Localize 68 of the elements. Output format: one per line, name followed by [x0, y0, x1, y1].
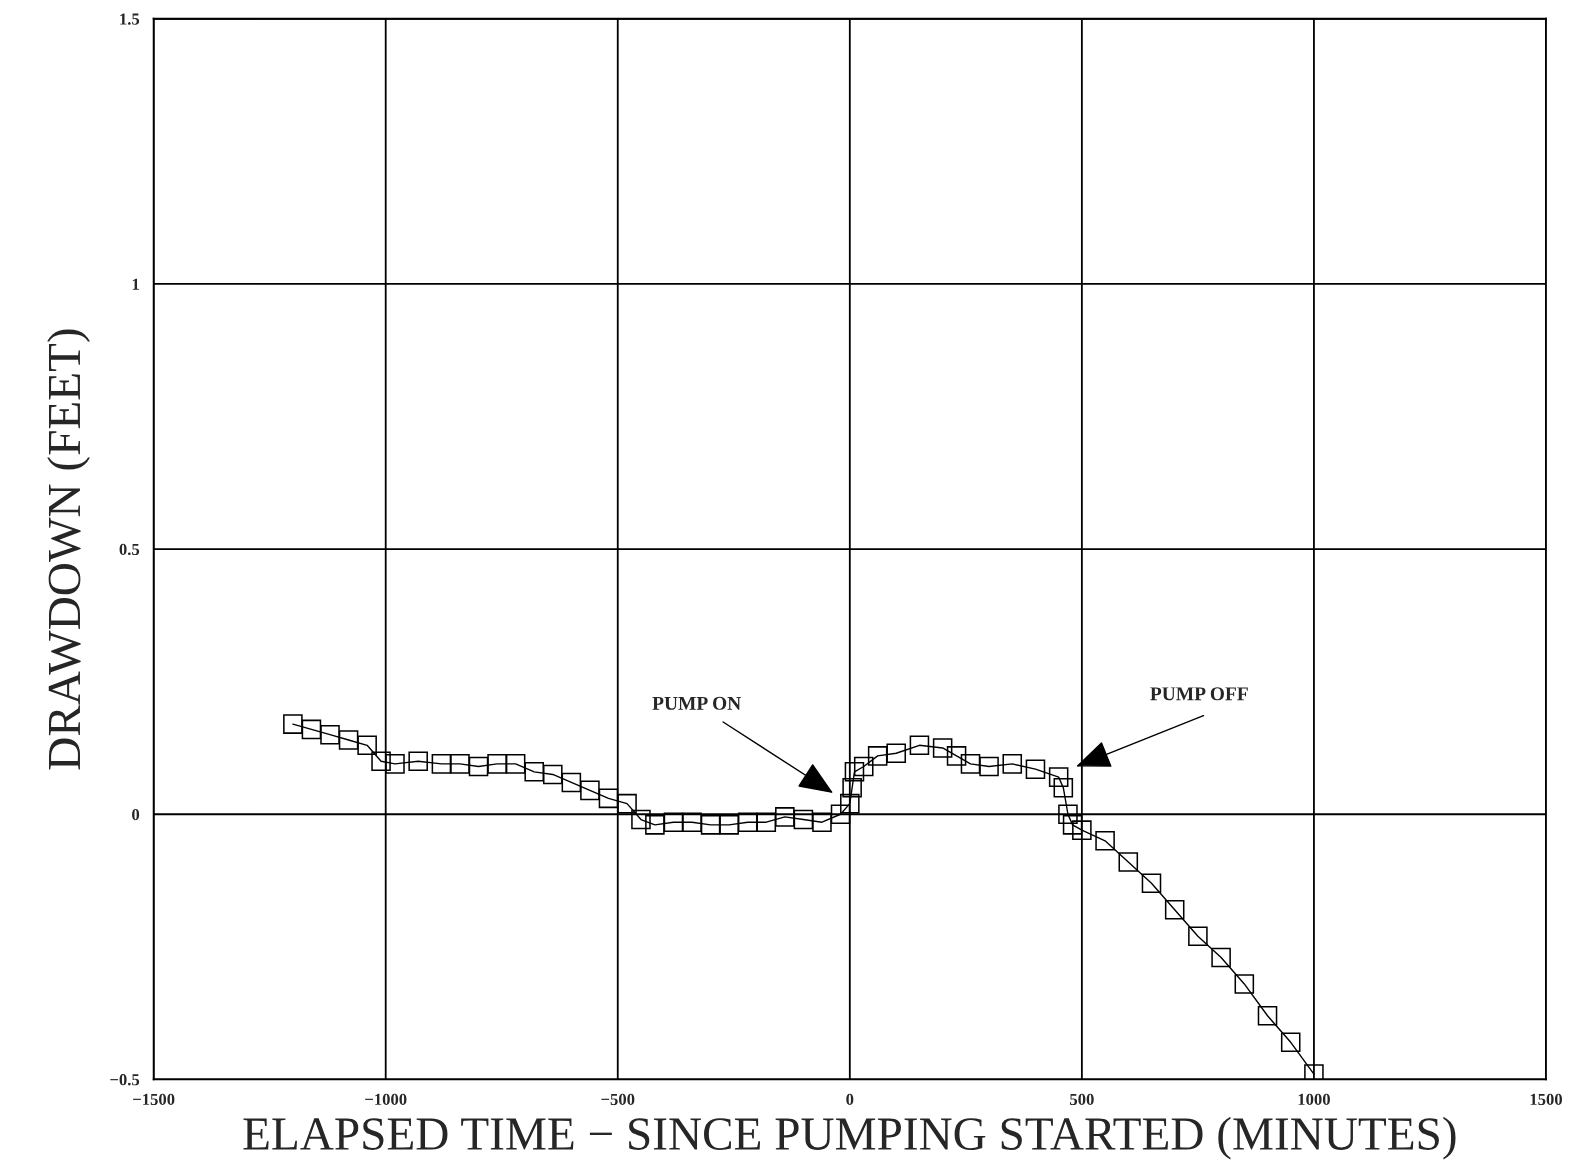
point — [561, 772, 582, 793]
point — [338, 730, 359, 750]
point — [886, 743, 907, 764]
point — [617, 793, 637, 814]
point — [830, 804, 851, 825]
point — [1211, 947, 1231, 968]
point — [853, 756, 874, 777]
point — [371, 751, 391, 772]
x-tick-label: −500 — [601, 1093, 635, 1106]
y-tick-label: 0 — [132, 808, 140, 821]
y-tick-label: 0.5 — [119, 543, 140, 556]
point — [645, 815, 665, 835]
point — [1118, 852, 1139, 872]
point — [505, 754, 526, 774]
point — [663, 812, 684, 832]
point — [1058, 804, 1078, 825]
point — [1002, 754, 1023, 774]
point — [932, 738, 953, 758]
y-tick-label: 1 — [132, 278, 139, 290]
point — [1072, 820, 1092, 840]
point — [283, 714, 303, 734]
y-axis-title: DRAWDOWN (FEET) — [47, 329, 90, 770]
point — [909, 735, 930, 756]
point — [979, 756, 999, 777]
x-tick-label: 0 — [846, 1093, 854, 1106]
point — [431, 754, 452, 774]
x-axis-title: ELAPSED TIME − SINCE PUMPING STARTED (MINUTES) — [243, 1116, 1456, 1160]
x-tick-label: 500 — [1070, 1093, 1094, 1106]
point — [793, 809, 814, 830]
point — [844, 762, 865, 782]
point — [524, 762, 545, 782]
annotation: PUMP OFF — [1150, 687, 1248, 701]
point — [385, 754, 405, 774]
point — [408, 751, 428, 772]
point — [1048, 767, 1069, 787]
point — [357, 735, 377, 756]
point — [700, 815, 721, 835]
point — [1062, 815, 1083, 835]
point — [1234, 974, 1255, 994]
x-tick-label: 1500 — [1530, 1093, 1563, 1106]
point — [468, 756, 489, 777]
point — [1188, 926, 1208, 947]
point — [867, 746, 888, 766]
annotation: PUMP ON — [652, 696, 741, 710]
point — [1025, 759, 1046, 779]
point — [842, 777, 862, 798]
point — [840, 793, 860, 814]
point — [1280, 1032, 1301, 1053]
point — [756, 812, 777, 832]
point — [301, 719, 322, 740]
point — [598, 788, 619, 809]
point — [320, 724, 340, 745]
point — [1095, 830, 1115, 851]
point — [1164, 899, 1185, 920]
point — [737, 812, 758, 832]
point — [960, 754, 981, 774]
y-tick-label: −0.5 — [110, 1074, 140, 1086]
point — [1141, 873, 1162, 893]
x-tick-label: −1000 — [365, 1093, 407, 1106]
point — [1053, 777, 1074, 798]
point — [631, 809, 651, 830]
point — [542, 764, 563, 785]
x-tick-label: −1500 — [133, 1093, 175, 1106]
y-tick-label: 1.5 — [120, 13, 140, 25]
x-tick-label: 1000 — [1298, 1093, 1330, 1106]
point — [946, 746, 967, 766]
point — [1257, 1005, 1278, 1026]
point — [580, 780, 600, 801]
